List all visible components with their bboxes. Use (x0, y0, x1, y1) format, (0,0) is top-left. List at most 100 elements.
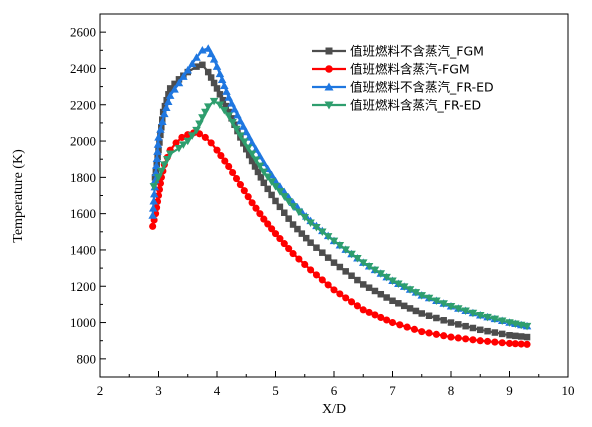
data-point (275, 188, 285, 196)
data-point (469, 336, 477, 344)
data-point (166, 85, 174, 92)
data-point (295, 255, 303, 263)
axis-ticks: 2 3 4 5 6 7 8 9 10 800 1000 1200 1400 1600 1800 2000 220… (70, 25, 575, 398)
data-point (276, 235, 284, 243)
data-point (213, 85, 221, 92)
data-point (432, 330, 440, 338)
data-point (298, 230, 306, 237)
data-point (267, 178, 276, 186)
data-point (376, 270, 386, 278)
data-point (447, 333, 455, 341)
data-point (313, 244, 320, 251)
data-point (454, 305, 463, 313)
data-point (383, 316, 391, 324)
data-point (289, 250, 297, 258)
data-point (268, 191, 275, 199)
data-point (440, 317, 447, 324)
series-2 (149, 129, 531, 348)
data-point (233, 110, 242, 119)
data-point (251, 163, 259, 170)
data-point (179, 72, 188, 80)
data-point (219, 96, 227, 104)
data-point (389, 297, 396, 305)
data-point (424, 294, 434, 303)
data-point (162, 103, 171, 112)
data-point (484, 327, 491, 335)
data-point (178, 133, 186, 141)
data-point (280, 193, 289, 201)
data-point (491, 338, 499, 346)
data-point (198, 114, 207, 122)
data-point (201, 108, 210, 117)
data-point (230, 105, 239, 113)
legend-marker (324, 101, 334, 110)
data-point (498, 339, 506, 347)
data-point (483, 313, 492, 322)
data-point (318, 228, 327, 237)
data-point (285, 215, 292, 222)
x-tick-label: 3 (155, 383, 162, 398)
x-tick-label: 9 (506, 383, 513, 398)
legend-label: 值班燃料不含蒸汽_FGM (350, 44, 484, 59)
data-point (263, 173, 272, 181)
data-point (394, 280, 403, 288)
data-point (353, 302, 361, 310)
data-point (336, 290, 344, 298)
data-point (512, 332, 519, 340)
data-point (179, 141, 188, 149)
data-point (228, 115, 235, 122)
data-point (236, 116, 245, 125)
data-point (294, 208, 304, 217)
data-point (400, 302, 408, 310)
data-point (225, 162, 233, 171)
data-point (454, 334, 462, 342)
data-point (271, 183, 280, 191)
data-point (446, 302, 456, 311)
data-point (165, 91, 175, 99)
x-tick-label: 8 (448, 383, 455, 398)
data-point (330, 259, 338, 266)
data-point (154, 174, 163, 182)
y-axis-label: Temperature (K) (11, 149, 26, 243)
data-point (192, 126, 201, 135)
data-point (306, 219, 315, 227)
data-point (229, 168, 237, 177)
data-point (382, 273, 391, 282)
data-point (156, 125, 165, 133)
data-point (302, 234, 310, 242)
data-point (174, 145, 184, 153)
data-point (329, 237, 339, 246)
data-point (201, 133, 209, 141)
data-point (240, 138, 249, 146)
data-point (318, 276, 326, 284)
data-point (364, 263, 374, 271)
data-point (155, 185, 164, 193)
data-point (461, 307, 470, 316)
data-point (232, 125, 241, 134)
legend-label: 值班燃料不含蒸汽_FR-ED (350, 80, 494, 95)
data-point (497, 317, 507, 325)
y-tick-label: 2000 (70, 134, 96, 149)
data-point (228, 119, 237, 127)
y-tick-label: 2600 (70, 25, 96, 40)
y-tick-label: 1400 (70, 242, 96, 257)
data-point (319, 249, 326, 256)
data-point (252, 204, 260, 212)
data-point (288, 203, 298, 211)
data-point (174, 78, 184, 87)
data-point (307, 239, 314, 246)
data-point (439, 300, 448, 308)
data-point (348, 272, 355, 279)
data-point (418, 310, 425, 317)
data-point (412, 307, 420, 315)
data-point (395, 300, 402, 307)
data-point (506, 332, 513, 339)
data-point (199, 61, 206, 69)
data-point (148, 204, 158, 212)
data-point (149, 189, 159, 198)
data-point (347, 250, 356, 259)
data-point (462, 335, 470, 343)
series-3 (148, 44, 532, 330)
data-point (209, 55, 219, 63)
